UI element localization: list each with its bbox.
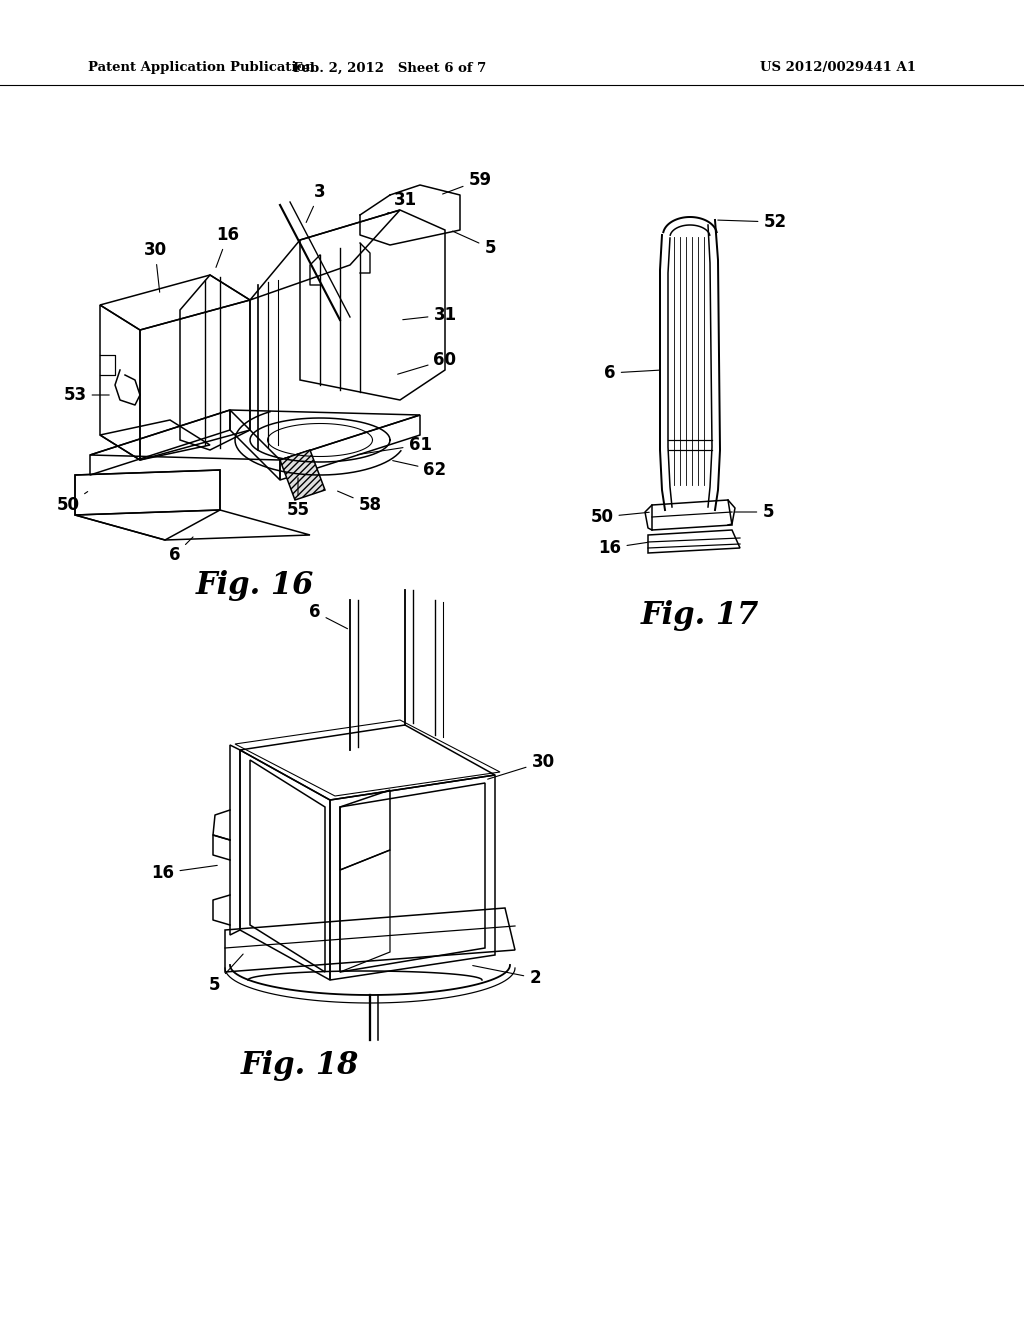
Text: 55: 55 [287,478,309,519]
Text: 30: 30 [143,242,167,292]
Text: 52: 52 [718,213,786,231]
Text: Fig. 18: Fig. 18 [241,1049,359,1081]
Text: 50: 50 [56,491,88,513]
Text: Fig. 17: Fig. 17 [641,601,759,631]
Text: 16: 16 [216,226,240,268]
Text: 16: 16 [152,865,217,882]
Text: 5: 5 [735,503,774,521]
Text: 62: 62 [393,461,446,479]
Text: 58: 58 [338,491,382,513]
Text: 59: 59 [442,172,492,194]
Text: Feb. 2, 2012   Sheet 6 of 7: Feb. 2, 2012 Sheet 6 of 7 [293,62,486,74]
Text: US 2012/0029441 A1: US 2012/0029441 A1 [760,62,916,74]
Text: 31: 31 [402,306,457,323]
Text: 31: 31 [387,191,417,214]
Text: 53: 53 [63,385,110,404]
Text: 6: 6 [604,364,659,381]
Text: 6: 6 [169,537,194,564]
Text: 5: 5 [209,954,243,994]
Text: Patent Application Publication: Patent Application Publication [88,62,314,74]
Text: Fig. 16: Fig. 16 [196,570,314,601]
Text: 60: 60 [397,351,457,374]
Text: 30: 30 [487,752,555,779]
Text: 50: 50 [591,508,649,525]
Text: 6: 6 [309,603,347,628]
Text: 2: 2 [473,965,541,987]
Text: 16: 16 [598,539,647,557]
Text: 5: 5 [453,231,496,257]
Polygon shape [280,450,325,500]
Text: 61: 61 [357,436,431,454]
Text: 3: 3 [306,183,326,223]
